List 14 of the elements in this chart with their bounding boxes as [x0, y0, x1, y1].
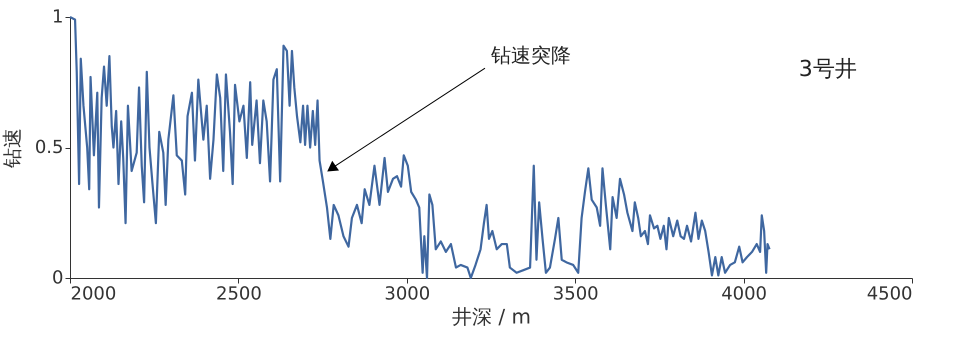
y-tick-label: 0 — [52, 268, 64, 288]
x-tick-label: 2500 — [216, 284, 262, 304]
line-series — [68, 16, 771, 280]
annotation: 3号井 — [798, 57, 857, 82]
y-tick-label: 0.5 — [34, 137, 64, 158]
x-tick-label: 4500 — [866, 284, 912, 304]
y-tick-label: 1 — [52, 6, 64, 28]
x-axis-title: 井深 / m — [452, 304, 531, 328]
x-tick-label: 3000 — [384, 284, 430, 304]
y-axis-title: 钻速 — [0, 128, 24, 169]
annotation: 钻速突降 — [490, 43, 571, 68]
x-tick-label: 4000 — [721, 284, 768, 304]
x-tick-label: 3500 — [552, 284, 599, 304]
x-tick-label: 2000 — [70, 284, 116, 304]
